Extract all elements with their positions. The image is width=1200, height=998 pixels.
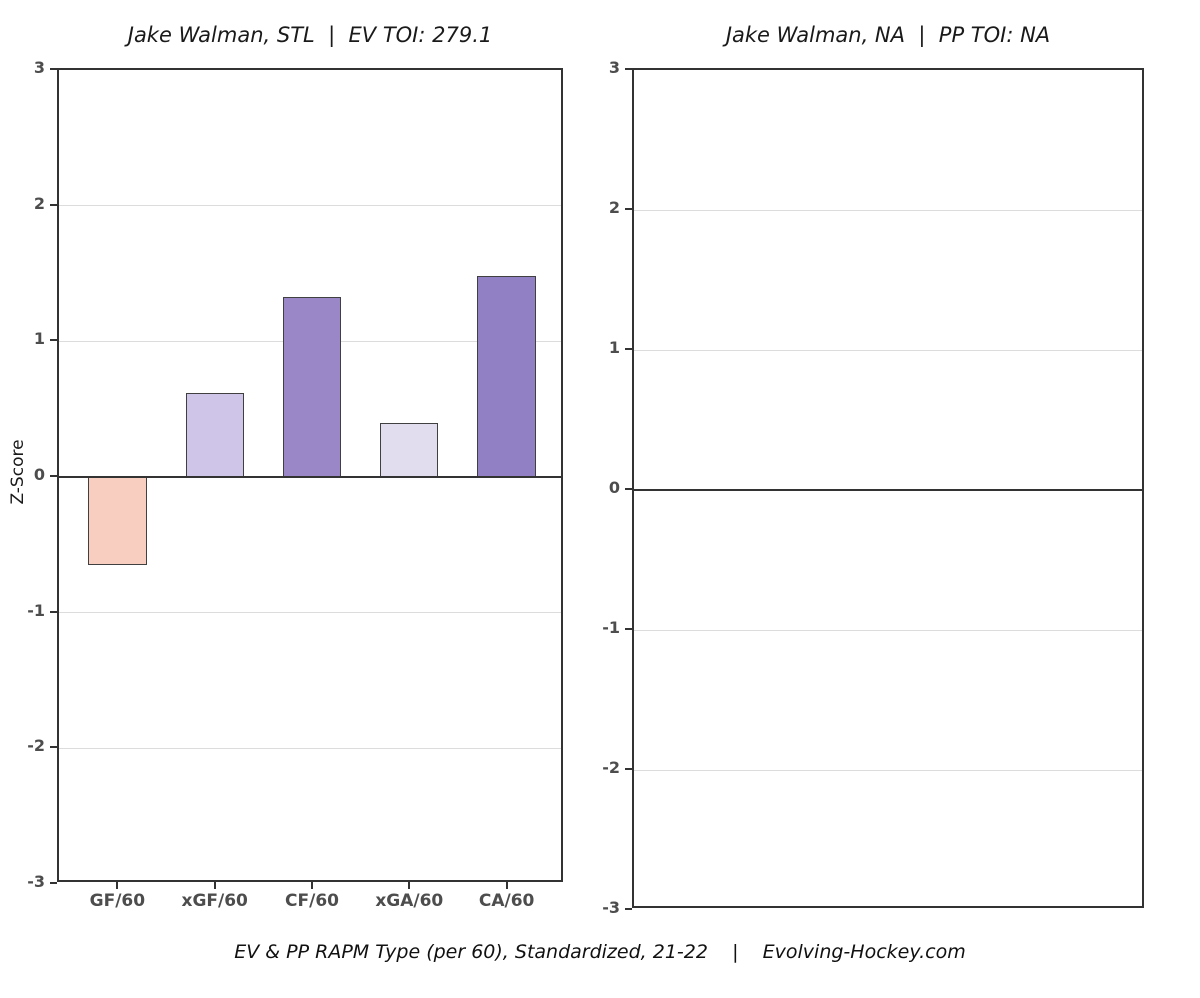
y-tick-label: -1 bbox=[602, 618, 620, 637]
y-tick-label: 1 bbox=[608, 338, 620, 357]
pp-plot-area: 3 2 1 0 -1 -2 -3 bbox=[602, 58, 1144, 917]
x-tick-mark bbox=[505, 882, 508, 889]
gridline bbox=[634, 629, 1142, 631]
x-tick-mark bbox=[213, 882, 216, 889]
y-tick-mark bbox=[50, 882, 57, 884]
y-tick-label: 1 bbox=[33, 329, 45, 349]
y-tick-mark bbox=[625, 908, 632, 910]
x-tick-label: xGF/60 bbox=[181, 891, 248, 911]
gridline bbox=[59, 612, 561, 614]
bar-cf-60 bbox=[282, 296, 342, 477]
zero-line bbox=[634, 489, 1142, 491]
x-tick-label: CF/60 bbox=[285, 891, 339, 911]
y-axis-label: Z-Score bbox=[8, 439, 28, 505]
x-tick-mark bbox=[311, 882, 313, 889]
gridline bbox=[634, 209, 1142, 211]
y-tick-label: 0 bbox=[608, 478, 620, 497]
pp-panel-title: Jake Walman, NA | PP TOI: NA bbox=[725, 23, 1051, 47]
y-tick-label: -3 bbox=[27, 872, 45, 891]
x-tick-label: GF/60 bbox=[89, 891, 146, 911]
y-tick-mark bbox=[50, 203, 57, 206]
y-tick-mark bbox=[625, 488, 632, 490]
y-tick-mark bbox=[50, 746, 57, 749]
y-tick-mark bbox=[50, 610, 57, 613]
y-tick-label: 3 bbox=[608, 58, 620, 77]
y-tick-mark bbox=[625, 208, 632, 210]
ev-panel-title: Jake Walman, STL | EV TOI: 279.1 bbox=[127, 23, 493, 47]
y-tick-mark bbox=[625, 68, 632, 70]
ev-plot-area: 3 2 1 0 -1 -2 -3 GF/60 xGF/60 CF/60 xGA/60 CA/60 bbox=[27, 58, 563, 911]
bar-ca-60 bbox=[477, 276, 536, 477]
y-tick-mark bbox=[50, 339, 57, 342]
gridline bbox=[634, 349, 1142, 351]
y-tick-label: 2 bbox=[33, 193, 45, 213]
zero-line bbox=[59, 476, 561, 478]
x-tick-label: xGA/60 bbox=[375, 891, 444, 911]
y-tick-mark bbox=[625, 768, 632, 770]
y-tick-mark bbox=[625, 348, 632, 350]
figure-caption: EV & PP RAPM Type (per 60), Standardized… bbox=[234, 941, 966, 963]
y-tick-mark bbox=[50, 68, 57, 70]
y-tick-mark bbox=[625, 628, 632, 630]
bar-xgf-60 bbox=[185, 392, 244, 477]
x-tick-mark bbox=[116, 882, 119, 889]
y-tick-label: -1 bbox=[27, 600, 45, 620]
y-tick-label: 0 bbox=[33, 465, 45, 484]
x-tick-label: CA/60 bbox=[478, 891, 535, 911]
x-tick-mark bbox=[408, 882, 411, 889]
y-tick-label: -3 bbox=[602, 898, 620, 917]
y-tick-label: 2 bbox=[608, 198, 620, 217]
bar-gf-60 bbox=[88, 477, 147, 566]
y-tick-label: -2 bbox=[602, 758, 620, 777]
y-tick-mark bbox=[50, 475, 57, 477]
gridline bbox=[634, 769, 1142, 771]
gridline bbox=[59, 205, 561, 207]
y-tick-label: -2 bbox=[27, 736, 45, 756]
gridline bbox=[59, 747, 561, 749]
bar-xga-60 bbox=[380, 422, 439, 477]
y-tick-label: 3 bbox=[33, 58, 45, 77]
